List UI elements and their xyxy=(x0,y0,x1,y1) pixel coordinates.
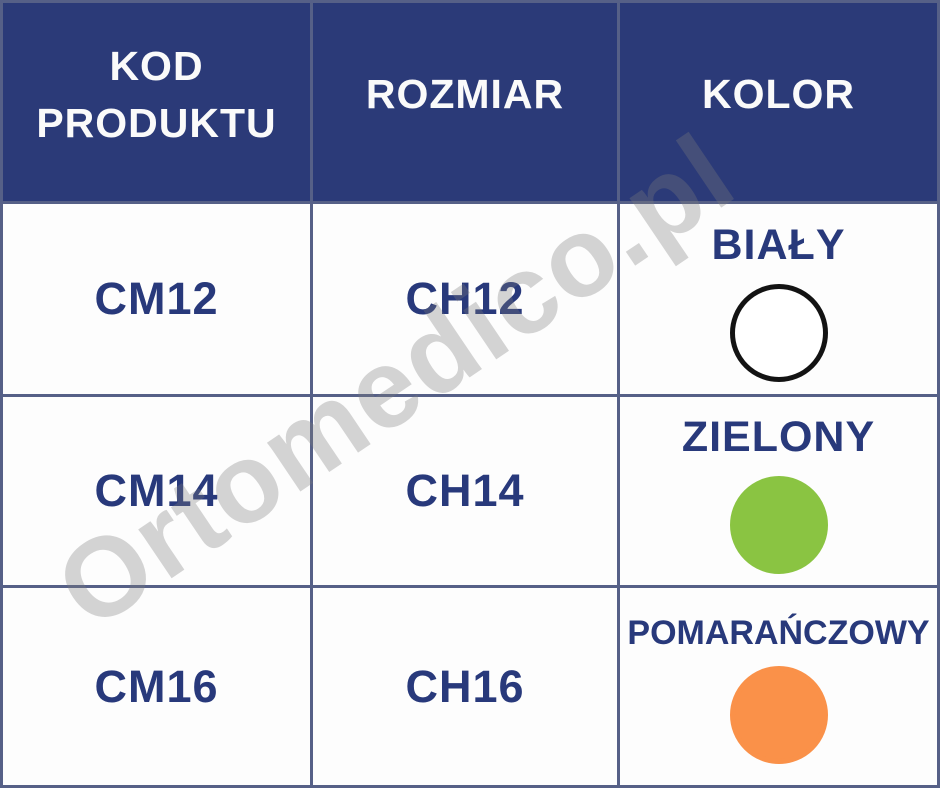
table-row-2-product-code: CM14 xyxy=(3,397,310,585)
color-name-label: ZIELONY xyxy=(681,413,876,462)
column-header-size: ROZMIAR xyxy=(313,3,617,201)
table-row-2-color: ZIELONY xyxy=(620,397,937,585)
column-header-label: ROZMIAR xyxy=(365,71,565,118)
column-header-product-code: KOD PRODUKTU xyxy=(3,3,310,201)
size-value: CH12 xyxy=(405,273,525,324)
white-color-swatch-icon xyxy=(729,283,828,382)
orange-color-swatch-icon xyxy=(729,666,828,765)
table-row-1-product-code: CM12 xyxy=(3,204,310,394)
size-value: CH16 xyxy=(405,660,525,712)
table-row-3-color: POMARAŃCZOWY xyxy=(620,588,937,785)
table-row-3-product-code: CM16 xyxy=(3,588,310,785)
product-code-value: CM14 xyxy=(94,465,219,516)
table-row-3-size: CH16 xyxy=(313,588,617,785)
table-row-1-size: CH12 xyxy=(313,204,617,394)
color-name-label: BIAŁY xyxy=(711,221,846,270)
column-header-label: KOLOR xyxy=(701,71,856,118)
product-code-value: CM12 xyxy=(94,273,219,324)
table-row-2-size: CH14 xyxy=(313,397,617,585)
product-code-value: CM16 xyxy=(94,660,219,712)
column-header-label: KOD PRODUKTU xyxy=(36,42,277,146)
color-name-label: POMARAŃCZOWY xyxy=(627,613,930,652)
column-header-color: KOLOR xyxy=(620,3,937,201)
table-row-1-color: BIAŁY xyxy=(620,204,937,394)
green-color-swatch-icon xyxy=(729,475,828,574)
size-value: CH14 xyxy=(405,465,525,516)
